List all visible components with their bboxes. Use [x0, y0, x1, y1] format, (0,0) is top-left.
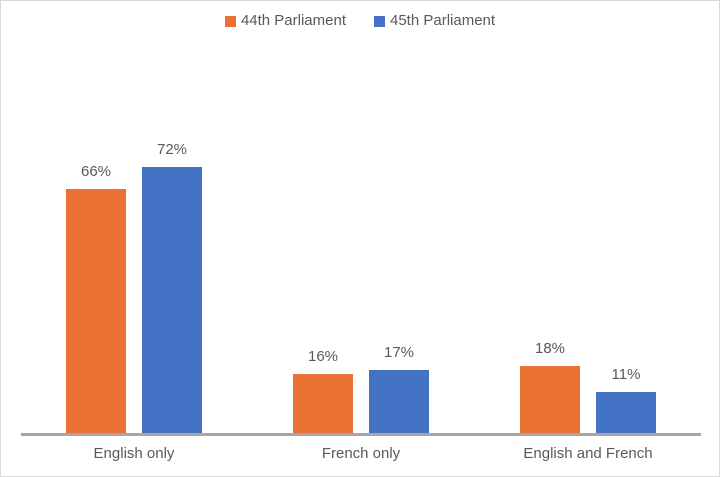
- bar-45th-parliament-english-only: [142, 167, 202, 433]
- data-label-44th-parliament-english-only: 66%: [80, 163, 112, 180]
- x-axis-line: [21, 433, 701, 436]
- data-label-45th-parliament-english-only: 72%: [156, 141, 188, 158]
- data-label-44th-parliament-french-only: 16%: [307, 348, 339, 365]
- bar-44th-parliament-english-and-french: [520, 366, 580, 433]
- bar-44th-parliament-french-only: [293, 374, 353, 433]
- data-label-45th-parliament-french-only: 17%: [383, 344, 415, 361]
- category-label-french-only: French only: [321, 445, 401, 462]
- legend: 44th Parliament 45th Parliament: [1, 12, 719, 30]
- category-label-english-and-french: English and French: [523, 445, 653, 462]
- category-label-english-only: English only: [93, 445, 175, 462]
- data-label-44th-parliament-english-and-french: 18%: [534, 340, 566, 357]
- data-label-45th-parliament-english-and-french: 11%: [611, 366, 641, 383]
- legend-swatch-45th-parliament: [374, 15, 385, 27]
- legend-label-45th-parliament: 45th Parliament: [390, 12, 496, 29]
- legend-item-45th-parliament: 45th Parliament: [374, 12, 495, 30]
- legend-item-44th-parliament: 44th Parliament: [224, 12, 346, 30]
- bar-44th-parliament-english-only: [66, 189, 126, 433]
- bar-45th-parliament-english-and-french: [596, 392, 656, 433]
- legend-label-44th-parliament: 44th Parliament: [240, 12, 346, 29]
- bar-45th-parliament-french-only: [369, 370, 429, 433]
- legend-swatch-44th-parliament: [224, 15, 236, 27]
